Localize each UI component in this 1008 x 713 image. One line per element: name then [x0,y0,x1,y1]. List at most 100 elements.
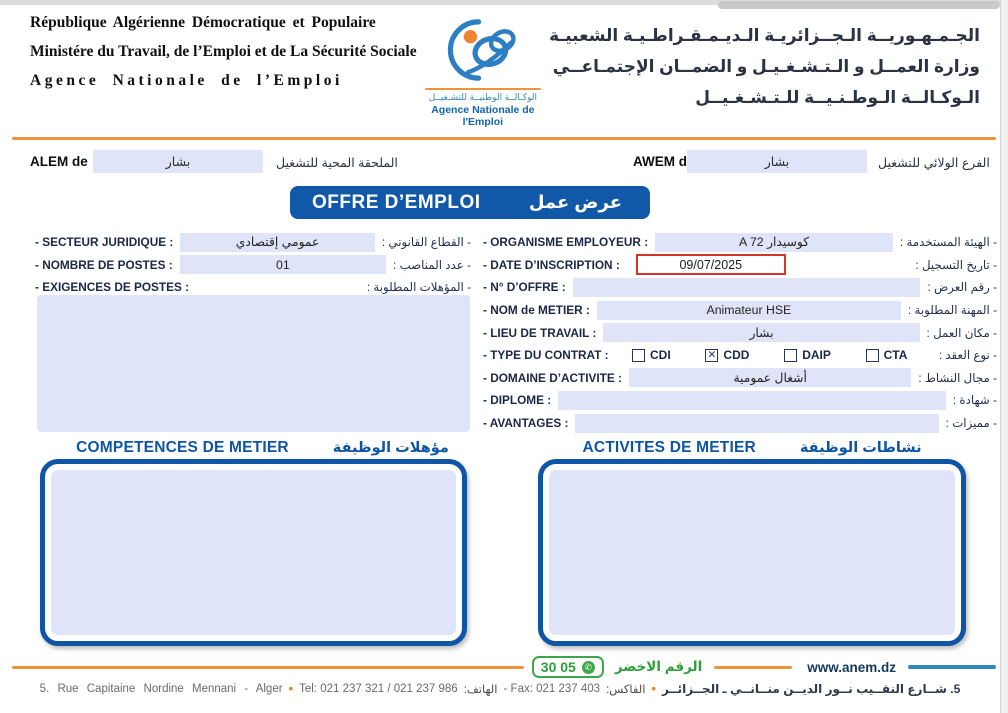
header-ar-line2: وزارة العمــل و الـتـشـغـيـل و الضمــان … [552,57,980,76]
activites-heading: ACTIVITES DE METIER نشاطات الوظيفة [538,439,966,457]
cdi-checkbox[interactable] [631,348,645,362]
anem-logo: الوكـالــة الوطنيــة للتشـغيــل Agence N… [417,14,550,128]
competences-textarea[interactable] [51,470,456,635]
avantages-label-fr: - AVANTAGES : [483,416,569,431]
cdd-checkbox-label: CDD [723,348,750,363]
viewer-top-strip [0,0,1008,5]
field-row-organisme: - ORGANISME EMPLOYEUR : كوسيدار A 72 - ا… [483,231,997,254]
awem-label: AWEM de [633,154,695,169]
competences-heading: COMPETENCES DE METIER مؤهلات الوظيفة [55,439,470,457]
diplome-label-fr: - DIPLOME : [483,393,552,408]
lieu-label-fr: - LIEU DE TRAVAIL : [483,325,597,340]
contract-option-daip: DAIP [784,348,831,362]
cta-checkbox-label: CTA [883,348,908,363]
field-row-nom-metier: - NOM de METIER : Animateur HSE - المهنة… [483,299,997,322]
footer-dot-2: • [651,681,656,696]
contract-option-cdi: CDI [631,348,671,362]
contrat-label-ar: - نوع العقد : [938,348,997,363]
field-row-diplome: - DIPLOME : - شهادة : [483,389,997,412]
date-inscription-field[interactable]: 09/07/2025 [635,254,786,276]
activites-heading-fr: ACTIVITES DE METIER [582,439,756,456]
field-row-nombre-postes: - NOMBRE DE POSTES : 01 - عدد المناصب : [35,254,471,277]
anem-logo-icon [447,19,516,81]
document-header: République Algérienne Démocratique et Po… [0,14,994,128]
footer-dot-1: • [288,681,294,696]
footer-fax-ar: الفاكس: [606,683,646,696]
field-row-avantages: - AVANTAGES : - مميزات : [483,412,997,435]
postes-field[interactable]: 01 [179,255,387,275]
header-fr-line3: Agence Nationale de l’Emploi [30,72,343,89]
offer-title-banner: OFFRE D’EMPLOI عرض عمل [290,186,650,219]
field-row-numero-offre: - N° D’OFFRE : - رقم العرض : [483,276,997,299]
postes-label-fr: - NOMBRE DE POSTES : [35,257,173,272]
field-row-domaine: - DOMAINE D’ACTIVITE : أشغال عمومية - مج… [483,367,997,390]
footer-tel: Tel: 021 237 321 / 021 237 986 [299,682,458,695]
header-arabic-block: الجـمـهـوريــة الـجــزائريـة الـديـمـقـر… [549,14,994,128]
logo-arabic-name: الوكـالــة الوطنيــة للتشـغيــل [428,92,537,102]
header-fr-line1: République Algérienne Démocratique et Po… [30,14,376,31]
daip-checkbox-label: DAIP [802,348,831,363]
blue-rule-right [908,665,996,669]
phone-icon: ✆ [581,660,595,674]
office-row: ALEM de بشار الملحقة المحية للتشغيل AWEM… [0,149,1008,175]
website-link[interactable]: www.anem.dz [807,659,896,675]
header-ar-line1: الجـمـهـوريــة الـجــزائريـة الـديـمـقـر… [549,26,980,45]
organisme-label-fr: - ORGANISME EMPLOYEUR : [483,235,649,250]
orange-rule-mid [714,665,793,669]
field-row-lieu-travail: - LIEU DE TRAVAIL : بشار - مكان العمل : [483,321,997,344]
contrat-label-fr: - TYPE DU CONTRAT : [483,348,609,363]
avantages-label-ar: - مميزات : [945,416,997,431]
footer-address-ar: 5. شــارع النقــيب نــور الديــن منــانـ… [661,681,961,696]
footer-tel-ar: الهاتف: [463,683,498,696]
alem-field[interactable]: بشار [93,150,263,173]
activites-textarea[interactable] [549,470,955,635]
organisme-field[interactable]: كوسيدار A 72 [655,232,893,252]
form-right-column: - ORGANISME EMPLOYEUR : كوسيدار A 72 - ا… [483,231,997,434]
alem-label: ALEM de [30,154,88,169]
hotline-row: 30 05 ✆ الرقم الاخضر www.anem.dz [12,656,996,678]
domaine-label-ar: - مجال النشاط : [918,370,997,385]
diplome-field[interactable] [558,390,946,410]
awem-field[interactable]: بشار [687,150,867,173]
activites-box [538,459,966,646]
green-number-value: 30 05 [540,659,576,675]
activites-heading-ar: نشاطات الوظيفة [799,440,922,456]
cdd-checkbox[interactable]: ✕ [705,348,719,362]
footer-address-line: 5. Rue Capitaine Nordine Mennani - Alger… [0,681,1000,696]
numero-offre-field[interactable] [572,277,921,297]
header-french-block: République Algérienne Démocratique et Po… [30,14,417,128]
lieu-label-ar: - مكان العمل : [926,325,997,340]
banner-title-arabic: عرض عمل [528,192,622,212]
date-label-ar: - تاريخ التسجيل : [915,257,997,272]
secteur-label-fr: - SECTEUR JURIDIQUE : [35,235,174,250]
green-number-badge: 30 05 ✆ [531,656,604,678]
form-left-column: - SECTEUR JURIDIQUE : عمومي إقتصادي - ال… [35,231,471,299]
contract-option-cdd: ✕ CDD [705,348,749,362]
diplome-label-ar: - شهادة : [952,393,997,408]
orange-divider [12,137,996,140]
contract-type-options: CDI ✕ CDD DAIP CTA [609,348,939,362]
offre-label-fr: - N° D’OFFRE : [483,280,566,295]
banner-title-french: OFFRE D’EMPLOI [312,191,481,213]
domaine-field[interactable]: أشغال عمومية [628,368,912,388]
exigences-label-fr: - EXIGENCES DE POSTES : [35,280,190,295]
postes-label-ar: - عدد المناصب : [393,257,471,272]
nom-metier-field[interactable]: Animateur HSE [596,300,901,320]
secteur-label-ar: - القطاع القانوني : [381,235,471,250]
lieu-travail-field[interactable]: بشار [603,323,920,343]
secteur-field[interactable]: عمومي إقتصادي [180,232,375,252]
metier-label-fr: - NOM de METIER : [483,303,590,318]
cta-checkbox[interactable] [865,348,879,362]
alem-arabic-label: الملحقة المحية للتشغيل [276,156,398,170]
horizontal-scrollbar-thumb[interactable] [718,1,1000,9]
daip-checkbox[interactable] [784,348,798,362]
domaine-label-fr: - DOMAINE D’ACTIVITE : [483,370,622,385]
field-row-secteur-juridique: - SECTEUR JURIDIQUE : عمومي إقتصادي - ال… [35,231,471,254]
orange-rule-left [12,665,524,669]
avantages-field[interactable] [575,413,939,433]
date-label-fr: - DATE D’INSCRIPTION : [483,257,620,272]
offre-label-ar: - رقم العرض : [927,280,997,295]
competences-heading-ar: مؤهلات الوظيفة [332,440,449,456]
vertical-scrollbar-track[interactable] [1000,0,1008,713]
exigences-textarea[interactable] [37,295,470,432]
